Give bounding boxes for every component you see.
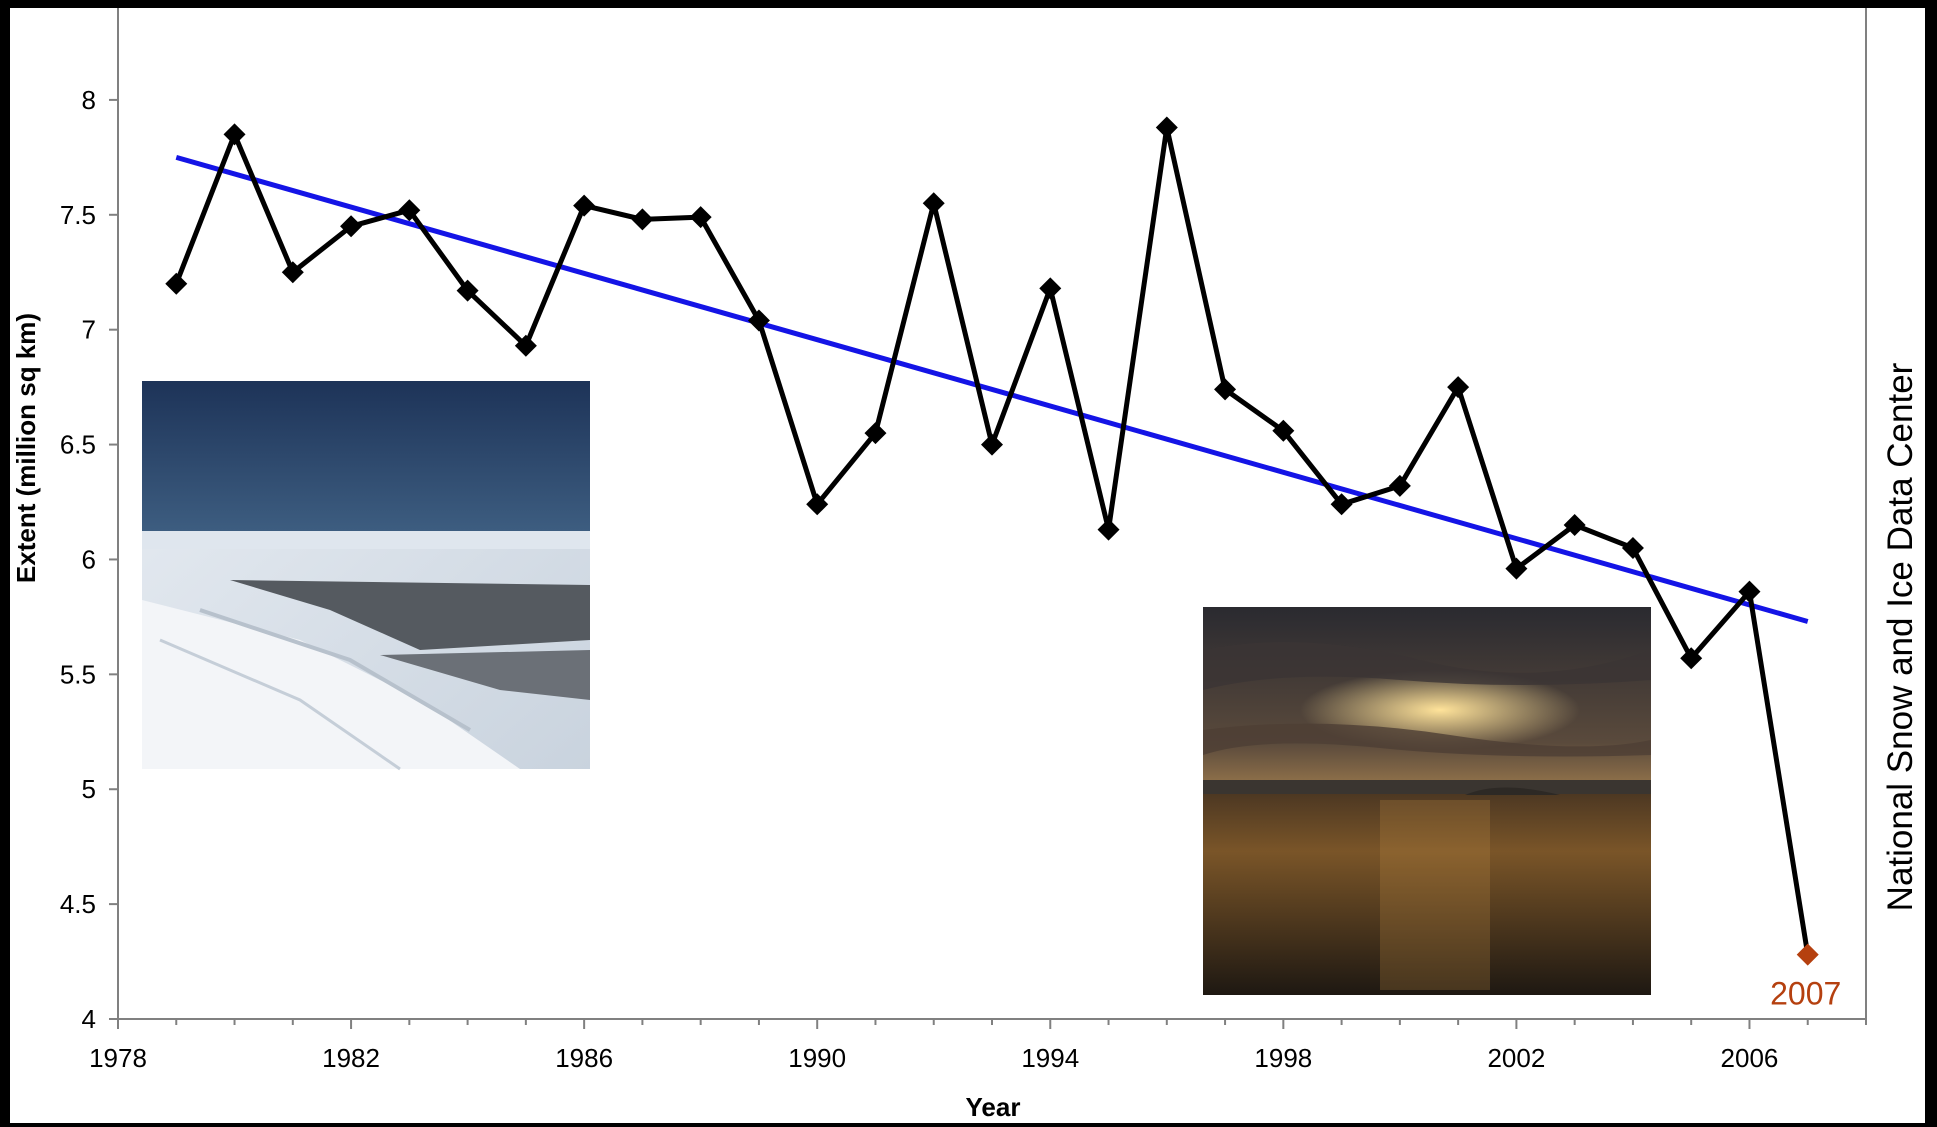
data-point (631, 208, 654, 231)
y-tick-label: 7.5 (60, 200, 96, 230)
data-point (165, 272, 188, 295)
x-tick-label: 1998 (1254, 1043, 1312, 1073)
data-point (1155, 116, 1178, 139)
data-point (340, 215, 363, 238)
y-tick-label: 5.5 (60, 659, 96, 689)
x-tick-label: 2006 (1721, 1043, 1779, 1073)
data-point (1738, 580, 1761, 603)
data-point (806, 493, 829, 516)
y-tick-label: 4 (82, 1004, 96, 1034)
series-layer (165, 116, 1819, 966)
sea-ice-photo (142, 381, 590, 771)
data-point (573, 194, 596, 217)
y-tick-label: 6.5 (60, 430, 96, 460)
y-ticks: 4 4.5 5 5.5 6 6.5 7 7.5 8 (60, 85, 118, 1034)
data-point (1563, 513, 1586, 536)
highlight-layer: 2007 (1770, 976, 1841, 1012)
data-point (1680, 647, 1703, 670)
x-tick-label: 1982 (322, 1043, 380, 1073)
x-axis-label: Year (966, 1092, 1021, 1122)
x-tick-label: 1994 (1021, 1043, 1079, 1073)
data-point (514, 334, 537, 357)
data-point (1097, 518, 1120, 541)
data-point (1621, 536, 1644, 559)
data-point (1330, 493, 1353, 516)
nsidc-side-label: National Snow and Ice Data Center (1881, 362, 1920, 911)
data-point (1039, 277, 1062, 300)
x-tick-label: 1978 (89, 1043, 147, 1073)
data-point (981, 433, 1003, 456)
data-point (1214, 378, 1237, 401)
sunset-sea-photo (1203, 607, 1651, 995)
x-tick-label: 1986 (555, 1043, 613, 1073)
highlight-label: 2007 (1770, 976, 1841, 1012)
data-point (1505, 557, 1528, 580)
data-point (1388, 474, 1411, 497)
data-point (689, 206, 712, 229)
y-tick-label: 8 (82, 85, 96, 115)
data-point (1272, 419, 1295, 442)
x-ticks: 1978 1982 1986 1990 1994 1998 2002 2006 (89, 1019, 1867, 1073)
trend-line (175, 154, 1809, 624)
y-tick-label: 5 (82, 774, 96, 804)
data-point (398, 199, 421, 222)
y-tick-label: 7 (82, 315, 96, 345)
highlight-point (1796, 943, 1819, 966)
data-point (223, 123, 246, 146)
data-point (864, 422, 887, 445)
x-tick-label: 1990 (788, 1043, 846, 1073)
data-point (281, 261, 304, 284)
y-axis-label: Extent (million sq km) (11, 313, 41, 583)
data-point (922, 192, 945, 215)
x-tick-label: 2002 (1487, 1043, 1545, 1073)
data-point (1447, 376, 1470, 399)
y-tick-label: 4.5 (60, 889, 96, 919)
y-tick-label: 6 (82, 544, 96, 574)
data-point (456, 279, 479, 302)
trend-line-layer (175, 154, 1809, 624)
data-point (747, 309, 770, 332)
